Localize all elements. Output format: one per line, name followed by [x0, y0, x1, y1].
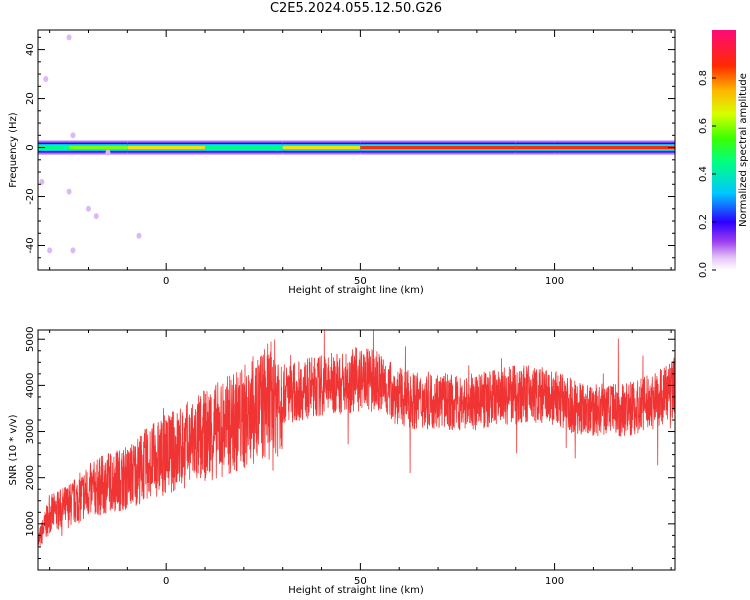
spectral-ridge-band	[127, 146, 206, 150]
y-tick-label: 0	[25, 144, 36, 150]
spectral-ridge-band	[205, 146, 283, 150]
spectral-speckle	[66, 34, 72, 41]
colorbar-label: Normalized spectral amplitude	[738, 73, 749, 227]
colorbar-ticks: 0.0 0.2 0.4 0.6 0.8	[698, 70, 716, 278]
spectral-speckle	[39, 178, 45, 185]
colorbar-tick-label: 0.0	[698, 262, 709, 278]
x-tick-label: 100	[545, 576, 564, 587]
spectral-speckle	[85, 205, 91, 212]
x-tick-label: 0	[163, 576, 169, 587]
colorbar-tick-label: 0.2	[698, 214, 709, 230]
x-tick-label: 50	[354, 276, 367, 287]
spectrogram-axes: 0 50 100 -40 -20 0 20 40	[25, 30, 675, 287]
snr-panel: 0 50 100 1000 2000 3000 4000 5000 Height of str…	[8, 327, 676, 596]
y-tick-label: 20	[25, 92, 36, 105]
y-tick-label: 4000	[25, 373, 36, 398]
y-tick-label: 40	[25, 43, 36, 56]
spectral-speckle	[70, 132, 76, 139]
spectral-ridge-band	[360, 146, 516, 150]
colorbar-gradient	[712, 30, 736, 270]
snr-axes: 0 50 100 1000 2000 3000 4000 5000	[25, 327, 675, 587]
snr-ylabel: SNR (10 * v/v)	[8, 414, 19, 485]
spectral-speckle	[105, 149, 111, 156]
snr-xlabel: Height of straight line (km)	[288, 585, 424, 596]
spectral-speckle	[136, 232, 142, 239]
spectral-speckle	[70, 247, 76, 254]
y-tick-label: 5000	[25, 327, 36, 352]
x-tick-label: 100	[545, 276, 564, 287]
spectrogram-panel: 0 50 100 -40 -20 0 20 40 Height of straight lin…	[8, 29, 676, 296]
spectrogram-plot-area	[38, 34, 675, 254]
x-tick-label: 50	[354, 576, 367, 587]
y-tick-label: 3000	[25, 419, 36, 444]
colorbar-tick-label: 0.4	[698, 166, 709, 182]
snr-series-line	[38, 330, 675, 553]
x-tick-label: 0	[163, 276, 169, 287]
spectral-ridge-band	[38, 146, 70, 150]
colorbar-tick-label: 0.6	[698, 118, 709, 134]
spectral-speckle	[47, 247, 53, 254]
spectrogram-xlabel: Height of straight line (km)	[288, 285, 424, 296]
colorbar: 0.0 0.2 0.4 0.6 0.8 Normalized spectral ampl…	[698, 30, 749, 278]
spectral-ridge-band	[515, 146, 555, 150]
spectral-ridge-band	[282, 146, 361, 150]
spectrogram-ylabel: Frequency (Hz)	[8, 112, 19, 188]
y-tick-label: 2000	[25, 465, 36, 490]
spectral-speckle	[66, 188, 72, 195]
spectral-speckle	[93, 213, 99, 220]
y-tick-label: -20	[25, 188, 36, 204]
spectral-ridge-band	[69, 146, 128, 150]
spectral-ridge-band	[554, 146, 675, 150]
snr-plot-area	[38, 330, 675, 553]
chart-title: C2E5.2024.055.12.50.G26	[269, 1, 443, 16]
colorbar-tick-label: 0.8	[698, 70, 709, 86]
spectral-speckle	[43, 75, 49, 82]
snr-frame	[37, 329, 676, 571]
spectrogram-frame	[37, 29, 676, 271]
y-tick-label: -40	[25, 237, 36, 253]
y-tick-label: 1000	[25, 511, 36, 536]
